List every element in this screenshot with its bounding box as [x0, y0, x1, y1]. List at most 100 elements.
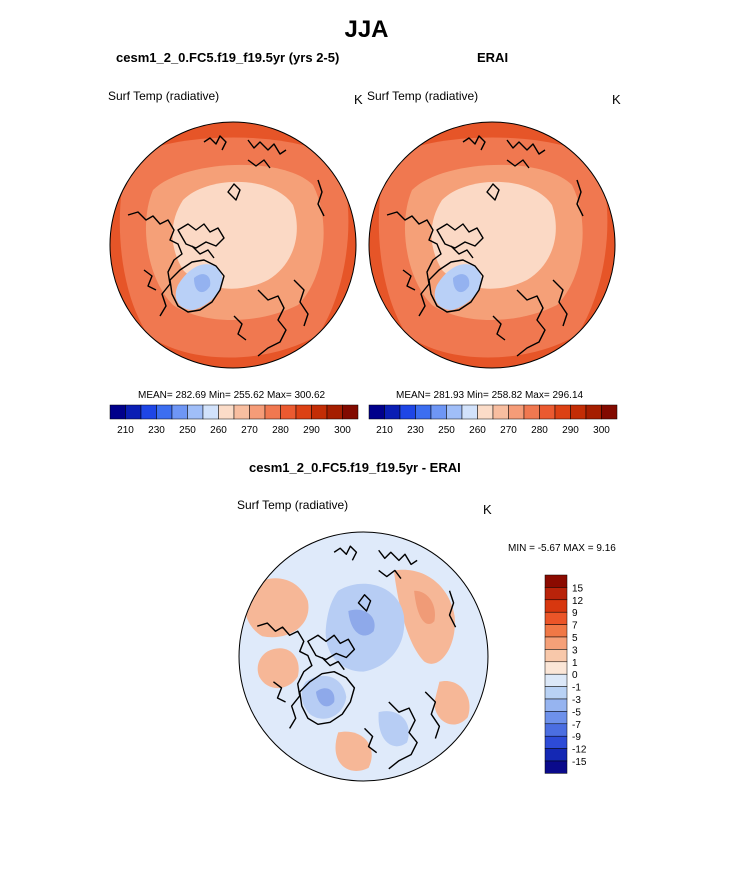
colorbar-tick-label: 280	[531, 425, 548, 436]
colorbar-swatch	[544, 686, 568, 700]
coastline	[203, 135, 227, 151]
coastline	[177, 223, 225, 249]
coastline	[191, 245, 215, 259]
colorbar-swatch	[430, 404, 447, 420]
coastline	[424, 691, 441, 739]
coastline	[552, 279, 568, 327]
colorbar-swatch	[171, 404, 188, 420]
colorbar-swatch	[544, 599, 568, 613]
contour-band-greenland-core	[194, 274, 211, 293]
colorbar-swatch	[218, 404, 235, 420]
map-boundary	[109, 121, 357, 369]
colorbar-swatch	[156, 404, 173, 420]
colorbar-tick-label: 3	[572, 645, 578, 656]
coastline	[227, 183, 241, 201]
colorbar-tick-label: 9	[572, 608, 578, 619]
colorbar-swatch	[295, 404, 312, 420]
colorbar-tick-label: 260	[469, 425, 486, 436]
colorbar-tick-label: -7	[572, 720, 581, 731]
diff-units-label: K	[483, 502, 492, 517]
colorbar-swatch	[342, 404, 359, 420]
coastline	[462, 135, 486, 151]
panel1-title: cesm1_2_0.FC5.f19_f19.5yr (yrs 2-5)	[116, 50, 340, 65]
colorbar-tick-label: 290	[303, 425, 320, 436]
coastline	[388, 701, 418, 770]
colorbar-tick-label: 270	[241, 425, 258, 436]
colorbar-swatch	[523, 404, 540, 420]
coastline	[321, 657, 345, 671]
colorbar-swatch	[399, 404, 416, 420]
coastline	[317, 179, 325, 217]
colorbar-tick-label: 210	[376, 425, 393, 436]
colorbar-swatch	[311, 404, 328, 420]
coastline	[428, 259, 484, 313]
colorbar-swatch	[539, 404, 556, 420]
coastline	[492, 315, 506, 341]
panel1-units-label: K	[354, 92, 363, 107]
colorbar-tick-label: 270	[500, 425, 517, 436]
colorbar-swatch	[368, 404, 385, 420]
panel2-variable-label: Surf Temp (radiative)	[367, 89, 479, 103]
contour-band	[348, 609, 375, 636]
contour-band	[172, 181, 297, 289]
colorbar-swatch	[544, 587, 568, 601]
colorbar-swatch	[585, 404, 602, 420]
colorbar-tick-label: 210	[117, 425, 134, 436]
diff-colorbar: 15 129 753 10 -1-3-5 -7-9 -12-15	[544, 574, 587, 774]
colorbar-tick-label: 1	[572, 658, 578, 669]
colorbar-swatch	[544, 649, 568, 663]
colorbar-tick-label: 230	[148, 425, 165, 436]
contour-band	[378, 711, 409, 747]
coastline	[247, 139, 287, 155]
colorbar-swatch	[326, 404, 343, 420]
colorbar-swatch	[384, 404, 401, 420]
colorbar-tick-label: 0	[572, 670, 578, 681]
colorbar-swatch	[125, 404, 142, 420]
colorbar-swatch	[249, 404, 266, 420]
colorbar-swatch	[544, 735, 568, 749]
diff-variable-label: Surf Temp (radiative)	[237, 498, 349, 512]
colorbar-tick-label: 250	[438, 425, 455, 436]
coastline	[143, 269, 157, 291]
colorbar-swatch	[544, 760, 568, 774]
diff-polar-map	[238, 531, 489, 782]
colorbar-swatch	[544, 673, 568, 687]
colorbar-swatch	[544, 698, 568, 712]
colorbar-swatch	[415, 404, 432, 420]
contour-band	[434, 681, 470, 725]
colorbar-tick-label: 300	[334, 425, 351, 436]
colorbar-tick-label: 250	[179, 425, 196, 436]
coastline	[357, 594, 372, 612]
coastline	[247, 159, 271, 169]
colorbar-swatch	[544, 711, 568, 725]
colorbar-swatch	[202, 404, 219, 420]
colorbar-tick-label: 300	[593, 425, 610, 436]
coastline	[273, 681, 286, 703]
map-boundary	[238, 531, 489, 782]
colorbar-swatch	[461, 404, 478, 420]
colorbar-swatch	[544, 723, 568, 737]
colorbar-swatch	[544, 748, 568, 762]
coastline	[169, 259, 225, 313]
contour-band	[431, 181, 556, 289]
map-boundary	[368, 121, 616, 369]
colorbar-swatch	[554, 404, 571, 420]
contour-band-greenland-core	[453, 274, 470, 293]
panel2-title: ERAI	[477, 50, 509, 65]
colorbar-tick-label: 280	[272, 425, 289, 436]
colorbar-tick-label: -9	[572, 732, 581, 743]
colorbar-tick-label: -3	[572, 695, 581, 706]
coastline	[307, 634, 356, 661]
coastline	[386, 211, 442, 317]
coastline	[257, 622, 313, 729]
colorbar-swatch	[109, 404, 126, 420]
panel1-variable-label: Surf Temp (radiative)	[108, 89, 220, 103]
colorbar-swatch	[264, 404, 281, 420]
panel2-units-label: K	[612, 92, 621, 107]
coastline	[378, 569, 402, 580]
coastline	[333, 545, 358, 561]
colorbar-tick-label: 15	[572, 583, 584, 594]
panel1-polar-map	[109, 121, 357, 369]
colorbar-tick-label: 5	[572, 633, 578, 644]
diff-stats: MIN = -5.67 MAX = 9.16	[508, 543, 616, 554]
